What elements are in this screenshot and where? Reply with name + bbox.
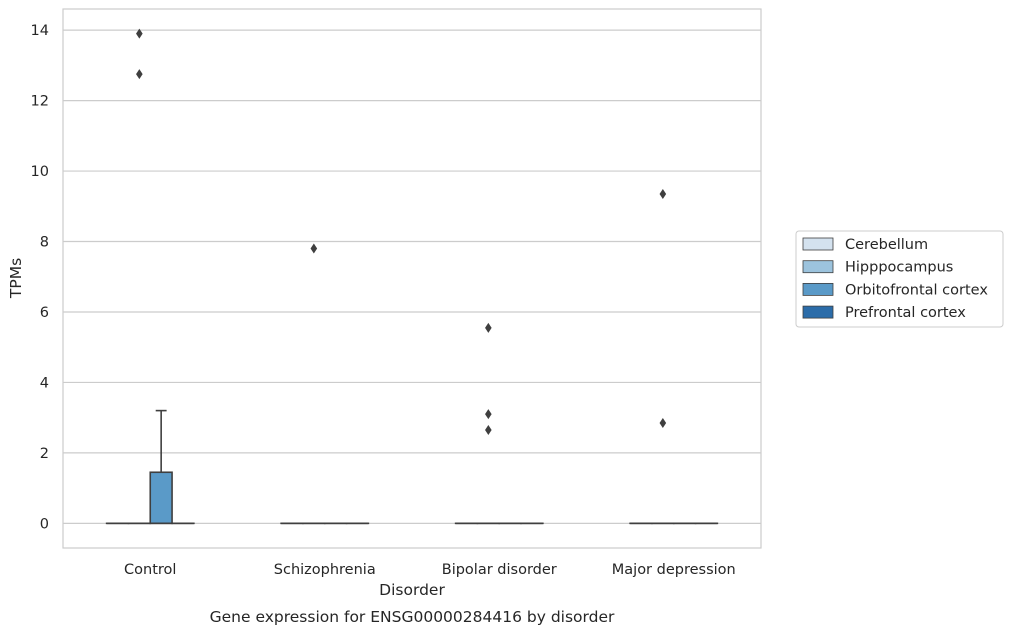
x-axis-label: Disorder (379, 581, 445, 599)
x-tick-label: Control (124, 562, 176, 578)
legend-swatch (802, 237, 834, 251)
y-tick-label: 8 (40, 235, 49, 251)
legend-swatch (802, 305, 834, 319)
legend-label: Prefrontal cortex (845, 305, 966, 321)
legend-label: Cerebellum (845, 237, 928, 253)
box-marks (105, 28, 719, 525)
x-tick-label: Bipolar disorder (442, 562, 557, 578)
legend-swatch (802, 260, 834, 274)
legend-label: Orbitofrontal cortex (845, 282, 988, 298)
y-tick-label: 12 (31, 94, 49, 110)
chart-caption: Gene expression for ENSG00000284416 by d… (210, 608, 615, 626)
outlier-point (136, 28, 143, 39)
x-tick-label: Major depression (612, 562, 736, 578)
legend: Cerebellum Hipppocampus Orbitofrontal cort… (795, 230, 1004, 328)
y-tick-label: 0 (40, 516, 49, 532)
y-tick-label: 2 (40, 446, 49, 462)
outlier-point (485, 409, 492, 420)
outlier-point (485, 424, 492, 435)
outlier-point (310, 243, 318, 254)
legend-label: Hipppocampus (845, 260, 953, 276)
y-tick-label: 4 (40, 375, 49, 391)
outlier-point (659, 417, 667, 428)
outlier-point (485, 322, 492, 333)
outlier-point (136, 69, 143, 80)
y-tick-label: 14 (31, 23, 49, 39)
outlier-point (659, 188, 667, 199)
y-axis-ticks: 0 2 4 6 8 10 12 14 (31, 23, 49, 532)
box (149, 471, 173, 525)
x-axis-ticks: Control Schizophrenia Bipolar disorder Majo… (124, 562, 736, 578)
x-tick-label: Schizophrenia (274, 562, 376, 578)
y-tick-label: 6 (40, 305, 49, 321)
y-axis-label: TPMs (7, 258, 25, 299)
y-tick-label: 10 (31, 164, 49, 180)
legend-frame (795, 230, 1004, 328)
legend-swatch (802, 282, 834, 296)
plot-frame (62, 8, 762, 549)
